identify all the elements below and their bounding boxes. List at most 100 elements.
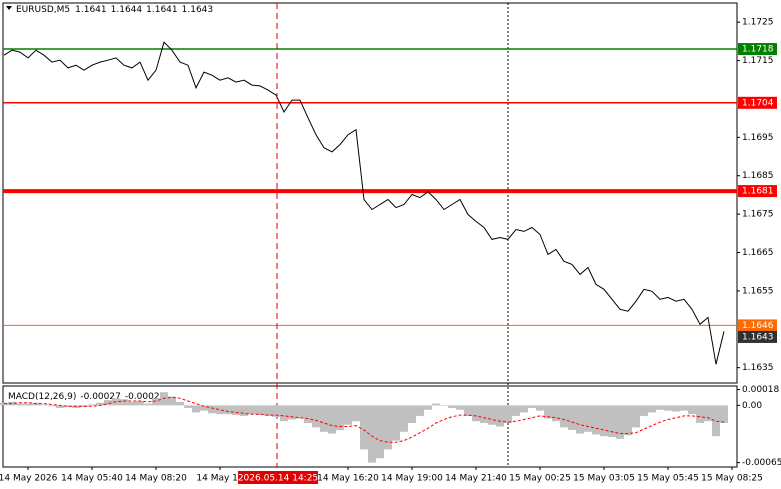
macd-bar [384,405,392,450]
macd-bar [176,401,184,406]
macd-bar [144,403,152,406]
macd-bar [680,405,688,411]
macd-bar [248,405,256,415]
macd-bar [352,405,360,422]
level-label-box [738,43,777,56]
cursor-label: 2026.05.14 14:25 [238,474,318,484]
macd-bar [120,399,128,406]
macd-bar [328,405,336,434]
y-tick-label: 0.00018 [742,385,779,395]
macd-bar [472,405,480,422]
y-tick-label: 1.1725 [742,18,774,28]
low: 1.1641 [146,5,178,15]
macd-bar [408,405,416,423]
macd-bar [688,405,696,415]
x-tick-label: 14 May 19:00 [381,474,443,484]
last-price-box [738,330,777,343]
cursor-label-box [238,471,318,484]
macd-bar [560,405,568,428]
y-tick-label: 1.1685 [742,171,774,181]
x-tick-label: 15 May 05:45 [637,474,699,484]
macd-bar [592,405,600,435]
y-tick-label: -0.00065 [742,458,781,468]
macd-bar [24,403,32,406]
macd-bar [440,405,448,406]
x-tick-label: 15 May 00:25 [509,474,571,484]
y-tick-label: 1.1655 [742,286,774,296]
macd-bar [200,405,208,411]
level-label: 1.1704 [742,98,774,108]
macd-bar [400,405,408,432]
macd-bar [584,405,592,432]
x-tick-label: 14 May 05:40 [61,474,123,484]
macd-bar [528,405,536,409]
y-tick-label: 0.00 [742,401,762,411]
macd-bar [664,405,672,411]
y-tick-label: 1.1695 [742,133,774,143]
macd-bar [320,405,328,432]
macd-bar [152,398,160,406]
symbol: EURUSD,M5 [16,5,70,15]
macd-bar [616,405,624,439]
macd-bar [64,405,72,408]
open: 1.1641 [75,5,107,15]
level-label-box [738,96,777,109]
x-tick-label: 14 May 2026 [0,474,58,484]
macd-bar [16,403,24,406]
macd-bar [376,405,384,459]
x-tick-label: 14 May 16:20 [317,474,379,484]
macd-bar [712,405,720,437]
macd-bar [488,405,496,425]
level-label: 1.1718 [742,45,774,55]
macd-bar [280,405,288,422]
macd-bar [264,405,272,416]
macd-bar [240,405,248,416]
last-price-label: 1.1643 [742,332,774,342]
macd-bar [96,402,104,406]
macd-bar [56,405,64,409]
macd-bar [648,405,656,413]
macd-bar [448,405,456,409]
menu-arrow [6,6,12,10]
signal-value: -0.00027 [125,392,165,402]
macd-bar [576,405,584,434]
macd-bar [168,396,176,406]
macd-bar [312,405,320,428]
macd-header: MACD(12,26,9) -0.00027 -0.00027 [8,392,165,402]
y-tick-label: 1.1715 [742,56,774,66]
y-tick-label: 1.1635 [742,363,774,373]
macd-bar [136,400,144,406]
macd-bar [192,405,200,413]
macd-bar [432,403,440,406]
macd-bar [216,405,224,415]
macd-bar [296,405,304,419]
macd-bar [368,405,376,463]
macd-bar [496,405,504,427]
signal-line [4,396,725,443]
x-tick-label: 15 May 03:05 [573,474,635,484]
macd-bar [632,405,640,428]
level-label: 1.1681 [742,187,774,197]
high: 1.1644 [111,5,143,15]
level-label-box [738,185,777,198]
macd-bar [128,401,136,406]
macd-bar [288,405,296,420]
macd-bar [416,405,424,416]
level-label: 1.1646 [742,321,774,331]
macd-value: -0.00027 [80,392,120,402]
macd-bar [224,405,232,415]
macd-bar [552,405,560,422]
macd-bar [720,405,728,423]
x-tick-label: 15 May 08:25 [701,474,763,484]
macd-bar [568,405,576,431]
macd-bar [40,404,48,406]
macd-bar [656,405,664,410]
macd-bar [512,405,520,416]
macd-frame [2,385,738,468]
x-tick-label: 14 May 08:20 [125,474,187,484]
macd-bar [232,405,240,416]
macd-bar [256,405,264,416]
macd-bar [360,405,368,450]
macd-bar [520,405,528,413]
